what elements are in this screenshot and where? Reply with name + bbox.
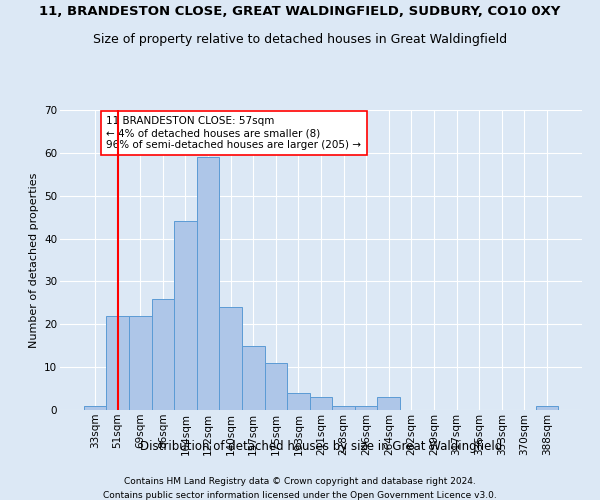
Text: Contains HM Land Registry data © Crown copyright and database right 2024.: Contains HM Land Registry data © Crown c… [124, 478, 476, 486]
Bar [152, 298, 174, 410]
Bar [84, 406, 106, 410]
Text: Distribution of detached houses by size in Great Waldingfield: Distribution of detached houses by size … [140, 440, 502, 453]
Text: 11 BRANDESTON CLOSE: 57sqm
← 4% of detached houses are smaller (8)
96% of semi-d: 11 BRANDESTON CLOSE: 57sqm ← 4% of detac… [106, 116, 361, 150]
Bar [287, 393, 310, 410]
Y-axis label: Number of detached properties: Number of detached properties [29, 172, 38, 348]
Bar [265, 363, 287, 410]
Bar [174, 222, 197, 410]
Bar [129, 316, 152, 410]
Bar [220, 307, 242, 410]
Bar [197, 157, 220, 410]
Bar [355, 406, 377, 410]
Bar [310, 397, 332, 410]
Bar [332, 406, 355, 410]
Bar [106, 316, 129, 410]
Bar [536, 406, 558, 410]
Text: Size of property relative to detached houses in Great Waldingfield: Size of property relative to detached ho… [93, 32, 507, 46]
Text: 11, BRANDESTON CLOSE, GREAT WALDINGFIELD, SUDBURY, CO10 0XY: 11, BRANDESTON CLOSE, GREAT WALDINGFIELD… [40, 5, 560, 18]
Bar [377, 397, 400, 410]
Text: Contains public sector information licensed under the Open Government Licence v3: Contains public sector information licen… [103, 491, 497, 500]
Bar [242, 346, 265, 410]
